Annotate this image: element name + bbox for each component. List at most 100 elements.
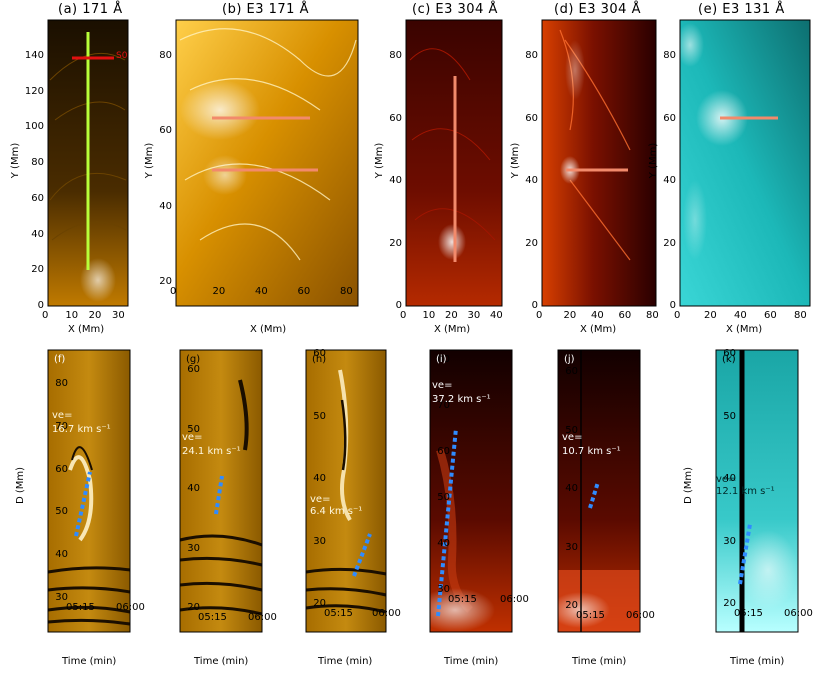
xtick-c-2: 20 <box>445 310 458 321</box>
panel-d-image <box>542 20 656 306</box>
ve-j-2: 10.7 km s⁻¹ <box>562 446 621 457</box>
xtick-f-0: 05:15 <box>66 602 95 613</box>
xtick-e-1: 20 <box>704 310 717 321</box>
xtick-e-4: 80 <box>794 310 807 321</box>
panel-k <box>715 349 799 633</box>
xtick-i-0: 05:15 <box>448 594 477 605</box>
tag-i: (i) <box>436 354 447 365</box>
ylabel-k: D (Mm) <box>683 466 695 505</box>
xlabel-b: X (Mm) <box>250 324 287 335</box>
ytick-e-1: 20 <box>663 237 676 249</box>
ve-g-2: 24.1 km s⁻¹ <box>182 446 241 457</box>
xlabel-g: Time (min) <box>194 656 249 667</box>
xtick-b-1: 20 <box>212 286 226 297</box>
ytick-h-3: 50 <box>313 410 326 422</box>
ytick-a-4: 80 <box>31 157 44 169</box>
ytick-f-0: 30 <box>55 592 68 603</box>
ve-h-1: ve= <box>310 494 331 505</box>
ytick-c-0: 0 <box>395 300 402 311</box>
xlabel-c: X (Mm) <box>434 324 471 335</box>
ytick-c-4: 80 <box>389 50 402 61</box>
panel-e <box>676 19 811 307</box>
title-b: (b) E3 171 Å <box>222 2 309 17</box>
xtick-a-2: 20 <box>88 310 102 321</box>
ytick-g-1: 30 <box>187 542 200 554</box>
panel-h <box>305 349 387 633</box>
fit-line-j <box>588 481 600 509</box>
panel-b-image <box>176 20 358 306</box>
tag-j: (j) <box>564 354 575 365</box>
panel-i-image <box>430 350 512 632</box>
ytick-g-0: 20 <box>187 602 200 613</box>
fit-line-h <box>352 533 372 577</box>
ytick-j-2: 40 <box>565 483 578 494</box>
ytick-d-1: 20 <box>525 237 538 249</box>
ytick-a-3: 60 <box>31 192 44 204</box>
ylabel-d: Y (Mm) <box>510 142 522 179</box>
xtick-h-0: 05:15 <box>324 608 353 619</box>
ve-k-2: 12.1 km s⁻¹ <box>716 486 775 497</box>
title-a: (a) 171 Å <box>58 2 123 17</box>
ytick-a-6: 120 <box>24 85 44 97</box>
panel-a: S0 <box>47 19 129 307</box>
ytick-a-5: 100 <box>24 121 44 133</box>
xtick-a-3: 30 <box>112 310 125 321</box>
ytick-k-1: 30 <box>723 535 736 547</box>
xtick-c-4: 40 <box>490 310 503 321</box>
ytick-j-0: 20 <box>565 600 578 611</box>
ytick-i-0: 30 <box>437 584 450 595</box>
xlabel-d: X (Mm) <box>580 324 617 335</box>
xtick-k-1: 06:00 <box>784 608 813 619</box>
ytick-f-2: 50 <box>55 506 68 518</box>
ytick-k-4: 60 <box>723 348 736 359</box>
xtick-g-0: 05:15 <box>198 612 227 623</box>
ytick-b-1: 40 <box>159 200 172 212</box>
tag-f: (f) <box>54 354 66 365</box>
xtick-d-1: 20 <box>563 310 577 321</box>
fit-line-f <box>74 471 92 537</box>
ytick-e-4: 80 <box>663 50 676 61</box>
ytick-j-1: 30 <box>565 541 578 553</box>
xtick-e-3: 60 <box>764 310 777 321</box>
xtick-i-1: 06:00 <box>500 594 529 605</box>
xtick-d-0: 0 <box>536 310 543 321</box>
xtick-b-3: 60 <box>297 286 311 297</box>
ytick-e-3: 60 <box>663 112 676 124</box>
ytick-d-4: 80 <box>525 50 538 61</box>
marker-label: S0 <box>116 51 128 61</box>
xtick-e-2: 40 <box>734 310 747 321</box>
ytick-e-0: 0 <box>669 300 676 311</box>
xtick-j-1: 06:00 <box>626 610 655 621</box>
ylabel-f: D (Mm) <box>15 466 27 505</box>
ytick-f-5: 80 <box>55 378 68 389</box>
ytick-d-2: 40 <box>525 175 538 186</box>
ve-h-2: 6.4 km s⁻¹ <box>310 506 363 517</box>
xtick-c-0: 0 <box>400 310 407 321</box>
ytick-h-0: 20 <box>313 598 326 609</box>
ytick-h-1: 30 <box>313 535 326 547</box>
xlabel-a: X (Mm) <box>68 324 105 335</box>
panel-i <box>415 349 513 633</box>
xlabel-j: Time (min) <box>572 656 627 667</box>
panel-g <box>179 349 263 633</box>
ve-j-1: ve= <box>562 432 583 443</box>
ytick-f-4: 70 <box>55 420 68 432</box>
ytick-h-4: 60 <box>313 348 326 359</box>
ytick-i-2: 50 <box>437 492 450 503</box>
ylabel-c: Y (Mm) <box>374 142 386 179</box>
ytick-h-2: 40 <box>313 473 326 484</box>
xtick-e-0: 0 <box>674 310 681 321</box>
ytick-a-7: 140 <box>24 50 44 61</box>
xtick-a-0: 0 <box>42 310 49 321</box>
xtick-g-1: 06:00 <box>248 612 277 623</box>
xtick-j-0: 05:15 <box>576 610 605 621</box>
xtick-d-4: 80 <box>646 310 659 321</box>
ve-i-1: ve= <box>432 380 453 391</box>
xtick-d-3: 60 <box>618 310 632 321</box>
panel-c <box>405 19 503 307</box>
xtick-f-1: 06:00 <box>116 602 145 613</box>
ytick-a-1: 20 <box>31 264 44 276</box>
ytick-c-3: 60 <box>389 112 402 124</box>
xlabel-k: Time (min) <box>730 656 785 667</box>
